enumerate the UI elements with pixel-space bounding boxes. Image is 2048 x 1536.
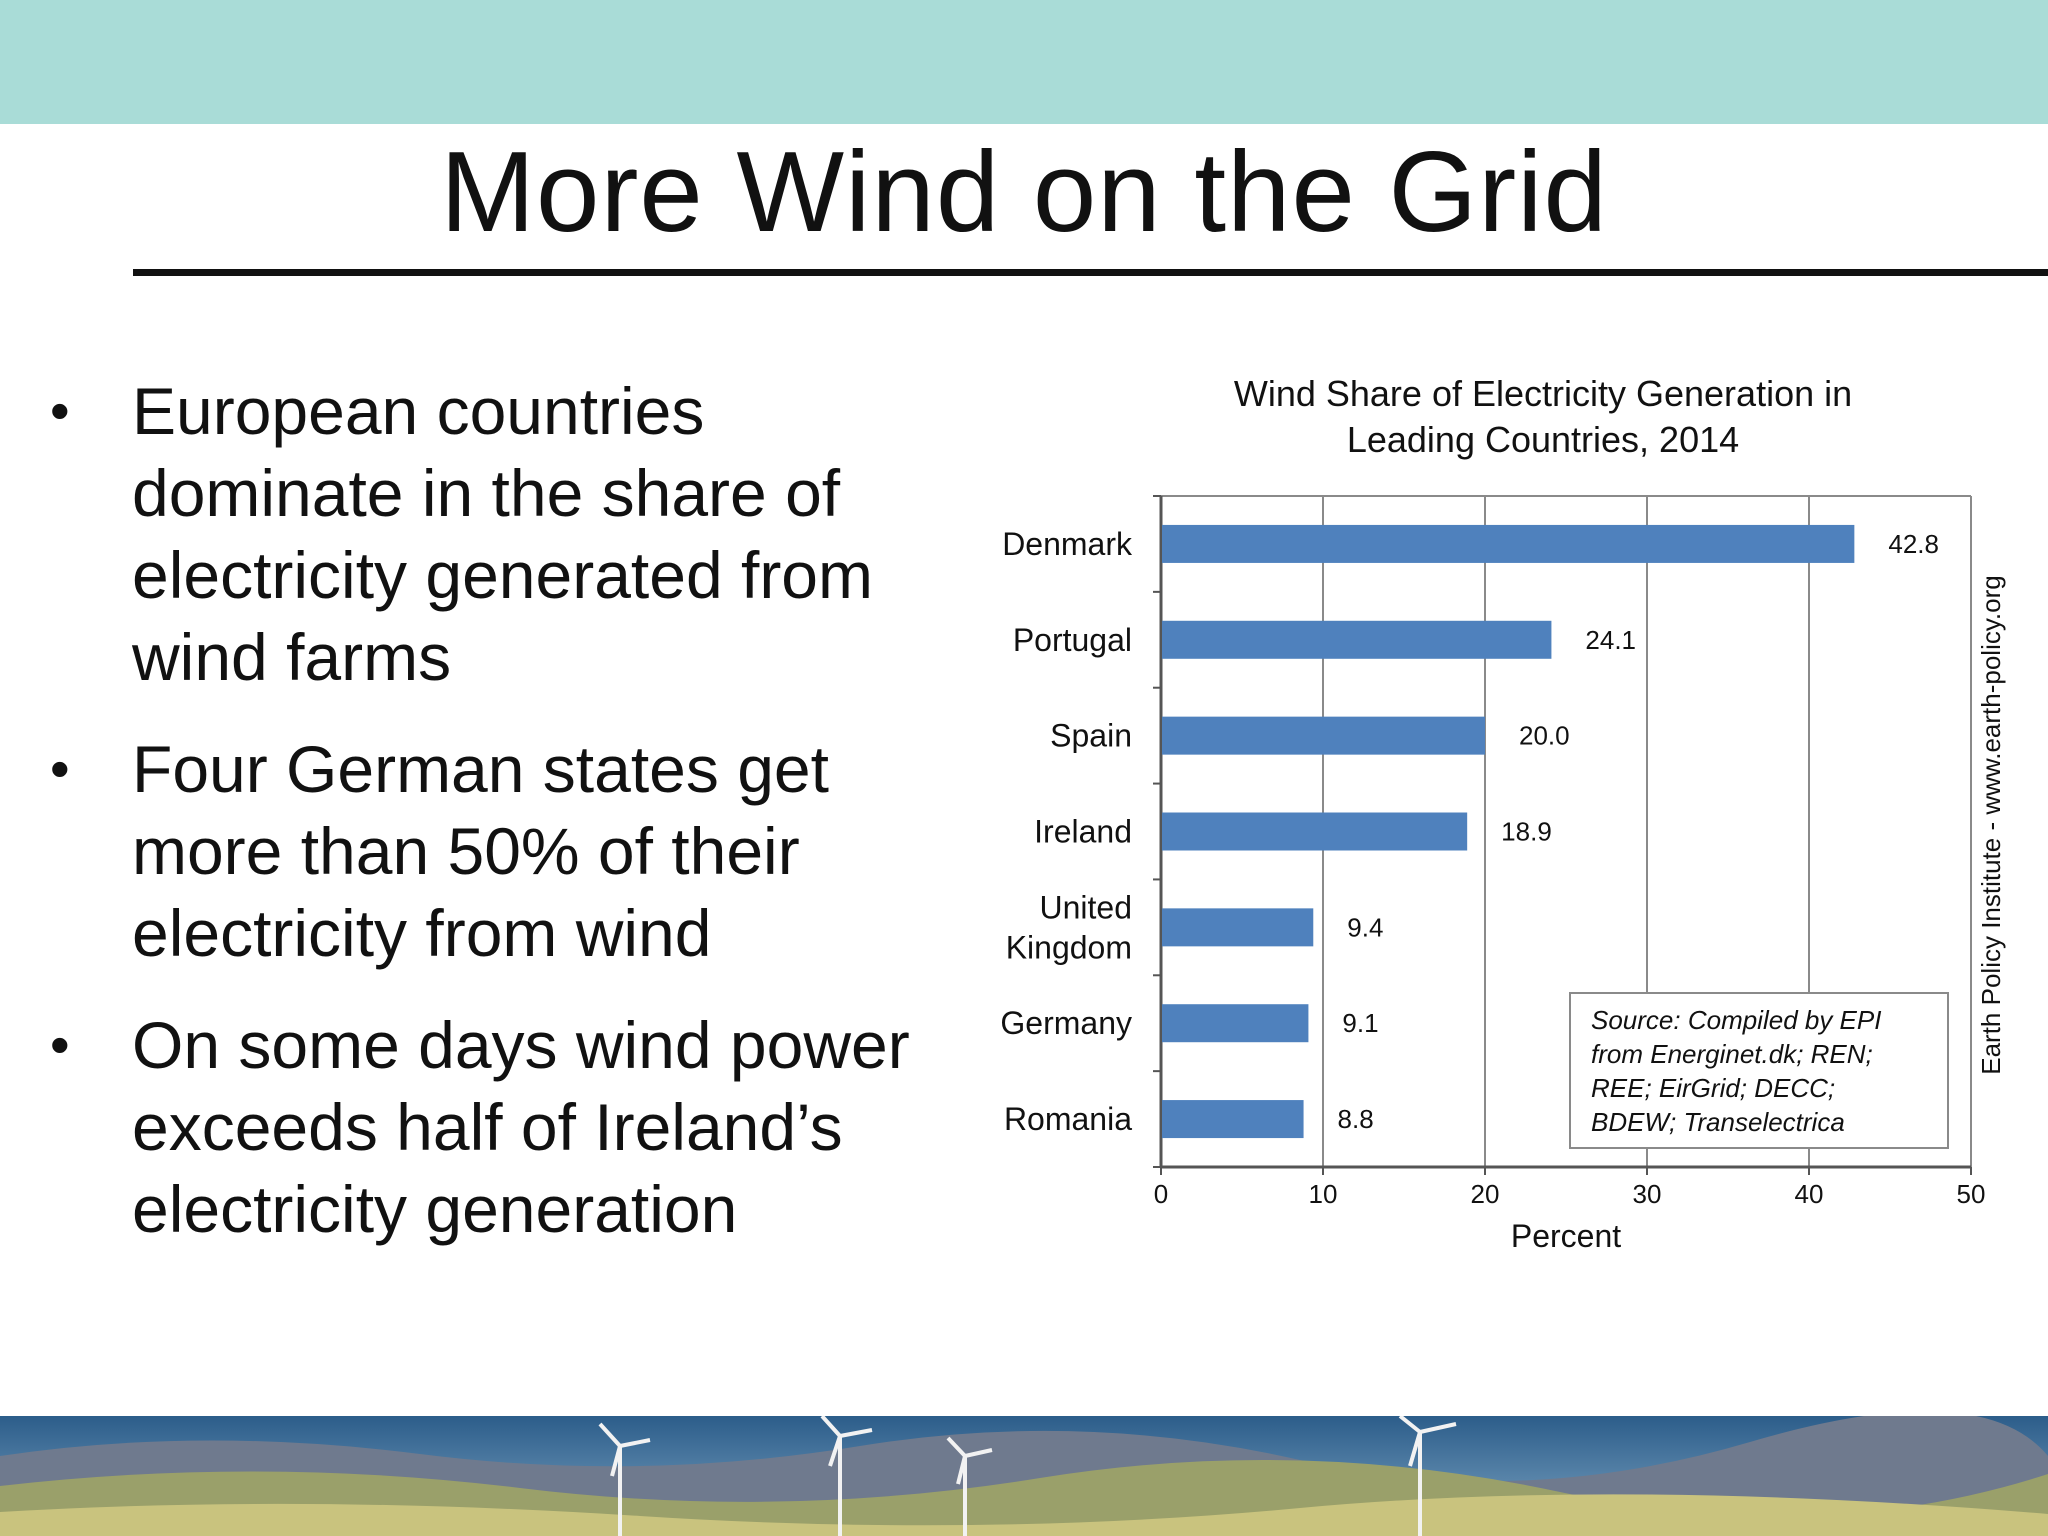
bar: [1162, 716, 1485, 755]
x-tick-label: 40: [1795, 1179, 1824, 1209]
source-note: Source: Compiled by EPI: [1591, 1005, 1881, 1035]
value-label: 9.4: [1347, 912, 1383, 942]
bullet-dot: •: [50, 1013, 70, 1076]
bullet-item: • European countries dominate in the sha…: [50, 370, 950, 698]
bullet-text: Four German states get more than 50% of …: [132, 732, 829, 970]
category-label: Germany: [1000, 1005, 1132, 1041]
source-note: REE; EirGrid; DECC;: [1591, 1073, 1835, 1103]
bullet-item: • Four German states get more than 50% o…: [50, 728, 950, 974]
bullet-dot: •: [50, 379, 70, 442]
bullet-text: On some days wind power exceeds half of …: [132, 1008, 910, 1246]
bar: [1162, 524, 1855, 563]
x-tick-label: 30: [1633, 1179, 1662, 1209]
x-tick-label: 50: [1957, 1179, 1986, 1209]
x-axis-label: Percent: [1511, 1218, 1621, 1254]
value-label: 18.9: [1501, 817, 1552, 847]
bullet-item: • On some days wind power exceeds half o…: [50, 1004, 950, 1250]
slide-title: More Wind on the Grid: [440, 129, 1608, 256]
bar: [1162, 1100, 1304, 1139]
category-label: Ireland: [1034, 814, 1132, 850]
wind-share-chart: Wind Share of Electricity Generation in L…: [960, 360, 2048, 1300]
x-tick-label: 20: [1471, 1179, 1500, 1209]
category-label: Romania: [1004, 1101, 1132, 1137]
value-label: 24.1: [1585, 625, 1636, 655]
bar: [1162, 812, 1468, 851]
x-tick-label: 0: [1154, 1179, 1168, 1209]
category-label: Portugal: [1013, 622, 1132, 658]
category-label: Kingdom: [1006, 929, 1132, 965]
side-credit: Earth Policy Institute - www.earth-polic…: [1976, 575, 2006, 1074]
source-note: from Energinet.dk; REN;: [1591, 1039, 1873, 1069]
wind-farm-landscape-banner: [0, 1416, 2048, 1536]
bar: [1162, 620, 1552, 659]
value-label: 20.0: [1519, 721, 1570, 751]
source-note: BDEW; Transelectrica: [1591, 1107, 1845, 1137]
top-color-band: [0, 0, 2048, 124]
bullet-dot: •: [50, 737, 70, 800]
category-label: Spain: [1050, 718, 1132, 754]
value-label: 9.1: [1342, 1008, 1378, 1038]
chart-title: Wind Share of Electricity Generation in: [1234, 373, 1852, 414]
category-label: Denmark: [1002, 526, 1133, 562]
chart-title: Leading Countries, 2014: [1347, 419, 1739, 460]
x-tick-label: 10: [1309, 1179, 1338, 1209]
title-divider: [133, 269, 2048, 276]
chart-svg: Wind Share of Electricity Generation in L…: [1000, 373, 2006, 1254]
bullet-text: European countries dominate in the share…: [132, 374, 873, 694]
bar: [1162, 1004, 1309, 1043]
bar: [1162, 908, 1314, 947]
bullet-list: • European countries dominate in the sha…: [50, 370, 950, 1280]
source-box: [1569, 992, 1949, 1149]
category-label: United: [1040, 889, 1133, 925]
value-label: 42.8: [1888, 529, 1939, 559]
value-label: 8.8: [1338, 1104, 1374, 1134]
